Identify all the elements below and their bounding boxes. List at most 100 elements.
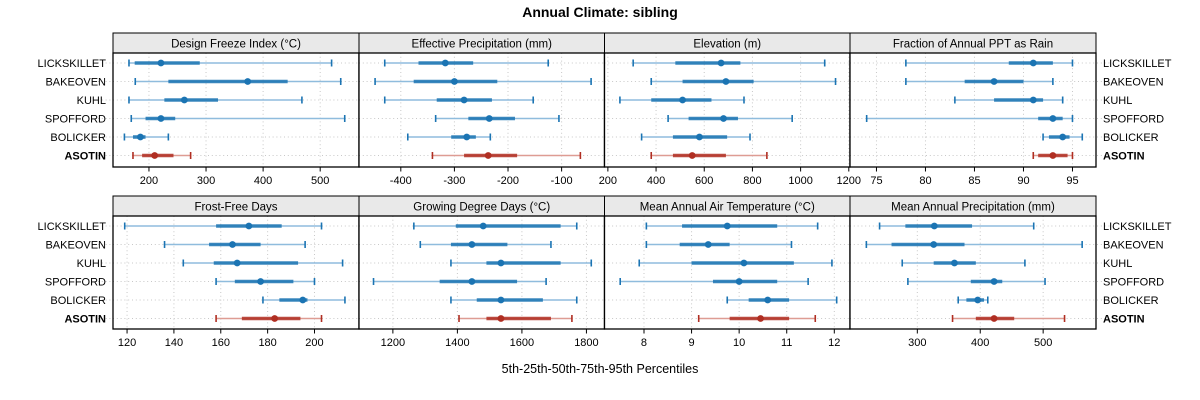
series-kuhl <box>954 96 1064 104</box>
median-dot <box>229 241 236 248</box>
median-dot <box>157 115 165 122</box>
chart-title: Annual Climate: sibling <box>522 4 678 20</box>
panel-strip-title: Elevation (m) <box>693 39 761 51</box>
x-tick-label: 85 <box>968 175 980 187</box>
series-bakeoven <box>419 241 552 248</box>
series-bolicker <box>1042 133 1084 141</box>
x-tick-label: 120 <box>118 337 136 349</box>
panel-background <box>359 53 605 167</box>
panel-background <box>113 53 359 167</box>
series-bakeoven <box>163 241 306 248</box>
median-dot <box>485 115 493 122</box>
panel-strip-title: Design Freeze Index (°C) <box>171 39 301 51</box>
series-kuhl <box>901 259 1026 267</box>
median-dot <box>157 59 165 67</box>
median-dot <box>717 59 725 67</box>
median-dot <box>688 152 696 159</box>
x-tick-label: -100 <box>551 175 573 187</box>
x-tick-label: 8 <box>641 337 647 349</box>
panel-background <box>604 53 850 167</box>
median-dot <box>136 133 144 141</box>
median-dot <box>740 259 748 267</box>
median-dot <box>720 115 727 122</box>
x-tick-label: 1200 <box>837 175 861 187</box>
median-dot <box>468 278 476 285</box>
median-dot <box>930 241 938 248</box>
x-tick-label: 400 <box>254 175 272 187</box>
median-dot <box>451 78 458 85</box>
panel-design-freeze-index: Design Freeze Index (°C) 200 300 400 500 <box>112 32 360 187</box>
series-spofford <box>907 278 1046 285</box>
site-label-right: SPOFFORD <box>1103 114 1164 126</box>
x-axis-label: 5th-25th-50th-75th-95th Percentiles <box>501 362 699 376</box>
series-asotin <box>951 315 1066 322</box>
panel-strip-title: Mean Annual Air Temperature (°C) <box>640 202 815 214</box>
x-tick-label: 400 <box>971 337 989 349</box>
series-spofford <box>865 115 1074 122</box>
series-bakeoven <box>645 241 793 248</box>
series-kuhl <box>638 259 833 267</box>
site-label-left: LICKSKILLET <box>38 221 107 233</box>
site-label-right: KUHL <box>1103 95 1132 107</box>
site-label-right: SPOFFORD <box>1103 277 1164 289</box>
series-bolicker <box>123 133 170 141</box>
site-label-right: LICKSKILLET <box>1103 58 1172 70</box>
panel-background <box>850 53 1096 167</box>
median-dot <box>257 278 264 285</box>
median-dot <box>696 133 703 141</box>
median-dot <box>722 78 730 85</box>
series-lickskillet <box>905 59 1074 67</box>
panel-growing-degree-days: Growing Degree Days (°C) 1200 1400 1600 1800 <box>358 195 606 349</box>
series-spofford <box>434 115 560 122</box>
panel-mean-annual-precipitation: Mean Annual Precipitation (mm) 300 400 500 <box>849 195 1097 349</box>
median-dot <box>460 96 468 104</box>
site-label-left: SPOFFORD <box>45 114 106 126</box>
series-spofford <box>130 115 346 122</box>
panel-elevation: Elevation (m) 200 400 600 800 1000 1200 <box>599 32 861 187</box>
series-lickskillet <box>645 222 819 230</box>
median-dot <box>1059 133 1067 141</box>
x-tick-label: 9 <box>689 337 695 349</box>
x-tick-label: 200 <box>140 175 158 187</box>
site-label-left: BOLICKER <box>50 295 106 307</box>
median-dot <box>990 315 998 322</box>
series-bakeoven <box>650 78 837 85</box>
median-dot <box>974 296 982 304</box>
x-tick-label: 1200 <box>381 337 405 349</box>
site-label-left: ASOTIN <box>64 151 106 163</box>
series-bolicker <box>726 296 838 304</box>
panel-mean-annual-air-temperature: Mean Annual Air Temperature (°C) 8 9 10 11 12 <box>603 195 851 349</box>
x-tick-label: 800 <box>743 175 761 187</box>
median-dot <box>497 315 505 322</box>
x-tick-label: 1800 <box>574 337 598 349</box>
median-dot <box>1049 152 1057 159</box>
x-tick-label: 400 <box>647 175 665 187</box>
series-bakeoven <box>865 241 1083 248</box>
site-label-right: LICKSKILLET <box>1103 221 1172 233</box>
x-tick-label: 10 <box>733 337 745 349</box>
panel-background <box>604 216 850 329</box>
series-lickskillet <box>123 222 323 230</box>
median-dot <box>463 133 471 141</box>
median-dot <box>497 259 505 267</box>
x-tick-label: -400 <box>390 175 412 187</box>
median-dot <box>484 152 492 159</box>
site-label-left: ASOTIN <box>64 314 106 326</box>
panel-background <box>850 216 1096 329</box>
x-tick-label: 1600 <box>510 337 534 349</box>
median-dot <box>1029 96 1037 104</box>
series-lickskillet <box>632 59 826 67</box>
panel-frost-free-days: Frost-Free Days 120 140 160 180 200 <box>112 195 360 349</box>
series-spofford <box>619 278 809 285</box>
series-bakeoven <box>905 78 1054 85</box>
median-dot <box>299 296 307 304</box>
series-lickskillet <box>383 59 550 67</box>
site-label-left: KUHL <box>77 258 106 270</box>
series-lickskillet <box>878 222 1035 230</box>
series-bolicker <box>640 133 751 141</box>
site-label-right: BOLICKER <box>1103 132 1159 144</box>
x-tick-label: 180 <box>258 337 276 349</box>
panel-strip-title: Fraction of Annual PPT as Rain <box>893 39 1053 51</box>
series-bolicker <box>406 133 492 141</box>
median-dot <box>1049 115 1057 122</box>
